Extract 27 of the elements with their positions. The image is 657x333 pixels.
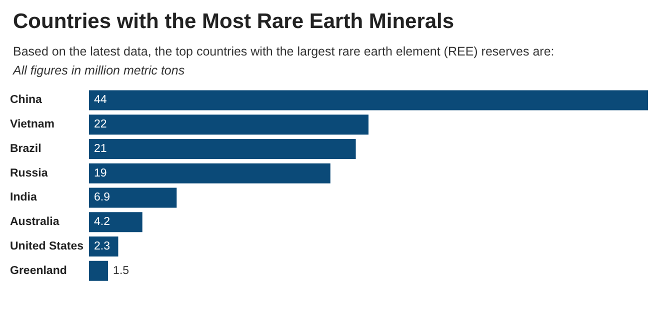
- data-label: 2.3: [94, 240, 110, 252]
- y-tick-label: Greenland: [10, 264, 67, 277]
- text: All figures in million metric tons: [12, 64, 185, 78]
- y-tick-label: India: [10, 192, 38, 204]
- y-tick-label: Brazil: [10, 142, 42, 155]
- data-label: 1.5: [113, 264, 130, 277]
- data-label: 4.2: [94, 216, 110, 228]
- bar: [89, 260, 108, 281]
- data-label: 44: [94, 94, 108, 106]
- chart-title: Countries with the Most Rare Earth Minerals: [13, 10, 454, 33]
- bar: [89, 163, 330, 184]
- bar: [89, 236, 118, 256]
- bar: [89, 138, 356, 159]
- y-tick-label: China: [10, 94, 43, 106]
- y-tick-label: Australia: [10, 216, 60, 228]
- bar: [89, 90, 648, 110]
- bar: [89, 114, 368, 135]
- bar: [89, 212, 142, 232]
- chart-subtitle: Based on the latest data, the top countries with the largest rare earth element (REE) reserves are:: [13, 44, 554, 58]
- y-tick-label: Russia: [10, 167, 48, 180]
- data-label: 6.9: [94, 192, 110, 204]
- y-tick-label: Vietnam: [10, 118, 55, 131]
- data-label: 22: [94, 118, 107, 131]
- bar: [89, 188, 177, 208]
- data-label: 19: [94, 167, 107, 180]
- data-label: 21: [94, 142, 107, 155]
- y-tick-label: United States: [10, 240, 84, 252]
